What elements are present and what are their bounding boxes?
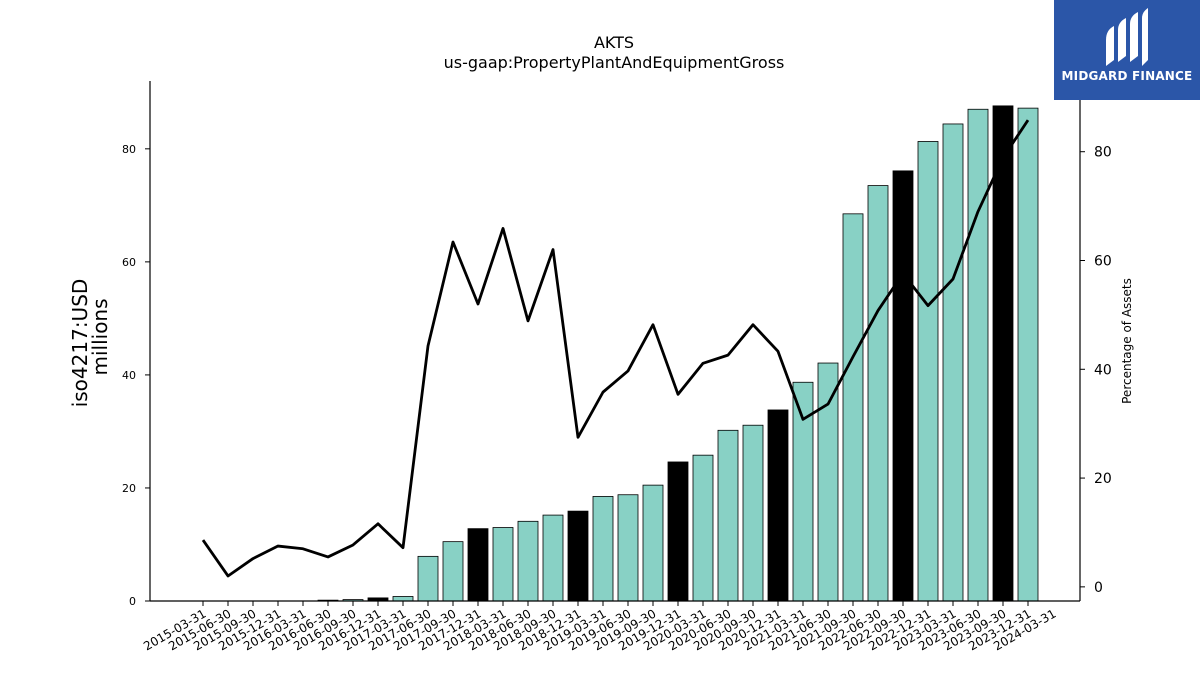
- midgard-logo-icon: [1106, 8, 1148, 66]
- logo-text: MIDGARD FINANCE: [1061, 69, 1193, 83]
- bar: [1017, 107, 1039, 602]
- y2-tick-label: 80: [1094, 145, 1112, 161]
- bar: [942, 123, 964, 602]
- y2-axis-label: Percentage of Assets: [1120, 278, 1134, 404]
- bar: [417, 555, 439, 602]
- y2-tick-label: 60: [1094, 253, 1112, 269]
- bar: [867, 185, 889, 602]
- bar: [967, 108, 989, 602]
- y-tick-label: 60: [122, 256, 136, 269]
- bar: [642, 484, 664, 602]
- bar: [992, 105, 1014, 602]
- chart-subtitle: us-gaap:PropertyPlantAndEquipmentGross: [444, 53, 785, 72]
- bar: [842, 213, 864, 602]
- brand-logo: MIDGARD FINANCE: [1054, 0, 1200, 100]
- plot-area: 0204060800204060802015-03-312015-06-3020…: [122, 81, 1112, 653]
- bar: [517, 520, 539, 602]
- bar: [492, 527, 514, 602]
- chart-title: AKTS: [594, 33, 634, 52]
- bar: [892, 170, 914, 602]
- bar: [617, 494, 639, 602]
- y-tick-label: 20: [122, 482, 136, 495]
- bar: [467, 528, 489, 602]
- bar: [717, 429, 739, 602]
- bar: [767, 409, 789, 602]
- bar: [667, 461, 689, 602]
- bar: [917, 141, 939, 602]
- y-tick-label: 40: [122, 369, 136, 382]
- y-axis-label-units: millions: [88, 298, 112, 375]
- bar: [692, 454, 714, 602]
- y2-tick-label: 40: [1094, 362, 1112, 378]
- bar: [392, 596, 414, 602]
- y-tick-label: 80: [122, 143, 136, 156]
- bar: [567, 510, 589, 602]
- y2-tick-label: 0: [1094, 580, 1103, 596]
- bar: [442, 541, 464, 602]
- y2-tick-label: 20: [1094, 471, 1112, 487]
- y-axis-label: iso4217:USD: [68, 279, 92, 408]
- bar: [542, 514, 564, 602]
- bar: [592, 496, 614, 602]
- bar: [817, 362, 839, 602]
- bar: [742, 424, 764, 602]
- y-tick-label: 0: [129, 595, 136, 608]
- percentage-line: [201, 119, 1030, 578]
